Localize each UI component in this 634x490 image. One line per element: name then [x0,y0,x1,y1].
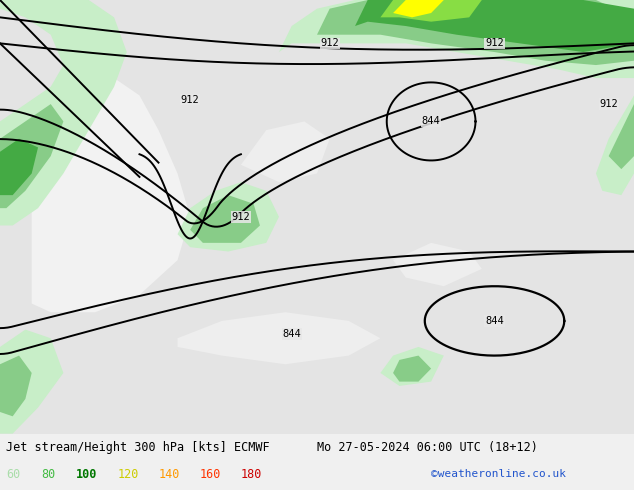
Text: ©weatheronline.co.uk: ©weatheronline.co.uk [431,469,566,479]
Text: 912: 912 [231,212,250,222]
Polygon shape [609,104,634,169]
Polygon shape [241,122,330,182]
Text: 912: 912 [485,38,504,49]
Text: Mo 27-05-2024 06:00 UTC (18+12): Mo 27-05-2024 06:00 UTC (18+12) [317,441,538,454]
Polygon shape [279,0,634,78]
Text: 912: 912 [320,38,339,49]
Text: 912: 912 [181,95,200,105]
Polygon shape [0,0,127,225]
Text: 60: 60 [6,468,20,481]
Polygon shape [596,96,634,195]
Polygon shape [317,0,634,65]
Polygon shape [178,312,380,364]
Polygon shape [393,0,444,17]
Polygon shape [0,356,32,416]
Polygon shape [0,104,63,208]
Text: 180: 180 [241,468,262,481]
Text: 100: 100 [76,468,98,481]
Polygon shape [355,0,634,52]
Polygon shape [0,330,63,434]
Polygon shape [32,78,190,312]
Text: 120: 120 [117,468,139,481]
Text: 912: 912 [599,99,618,109]
Polygon shape [393,356,431,382]
Polygon shape [0,139,38,195]
Text: 140: 140 [158,468,180,481]
Text: 844: 844 [485,316,504,326]
Polygon shape [380,347,444,386]
Text: 160: 160 [200,468,221,481]
Text: Jet stream/Height 300 hPa [kts] ECMWF: Jet stream/Height 300 hPa [kts] ECMWF [6,441,270,454]
Text: 844: 844 [282,329,301,339]
Text: 80: 80 [41,468,55,481]
Polygon shape [178,182,279,251]
Polygon shape [0,0,634,434]
Polygon shape [393,243,482,286]
Text: 844: 844 [422,117,441,126]
Polygon shape [380,0,482,22]
Polygon shape [190,195,260,243]
